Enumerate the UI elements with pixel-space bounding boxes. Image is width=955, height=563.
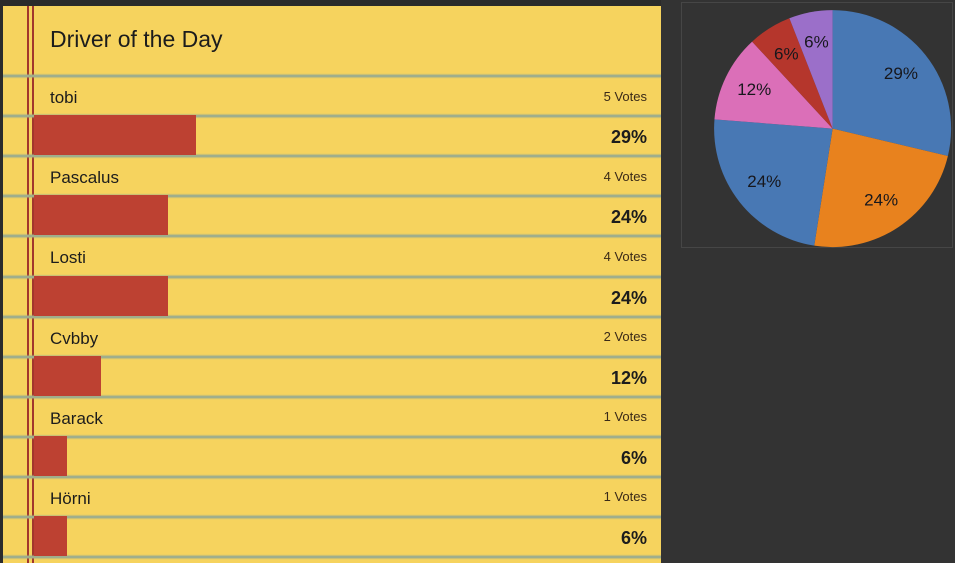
svg-text:12%: 12% [737,80,771,99]
svg-text:29%: 29% [884,64,918,83]
svg-text:6%: 6% [774,44,799,63]
svg-text:24%: 24% [747,172,781,191]
svg-text:24%: 24% [864,190,898,209]
svg-text:6%: 6% [804,32,829,51]
